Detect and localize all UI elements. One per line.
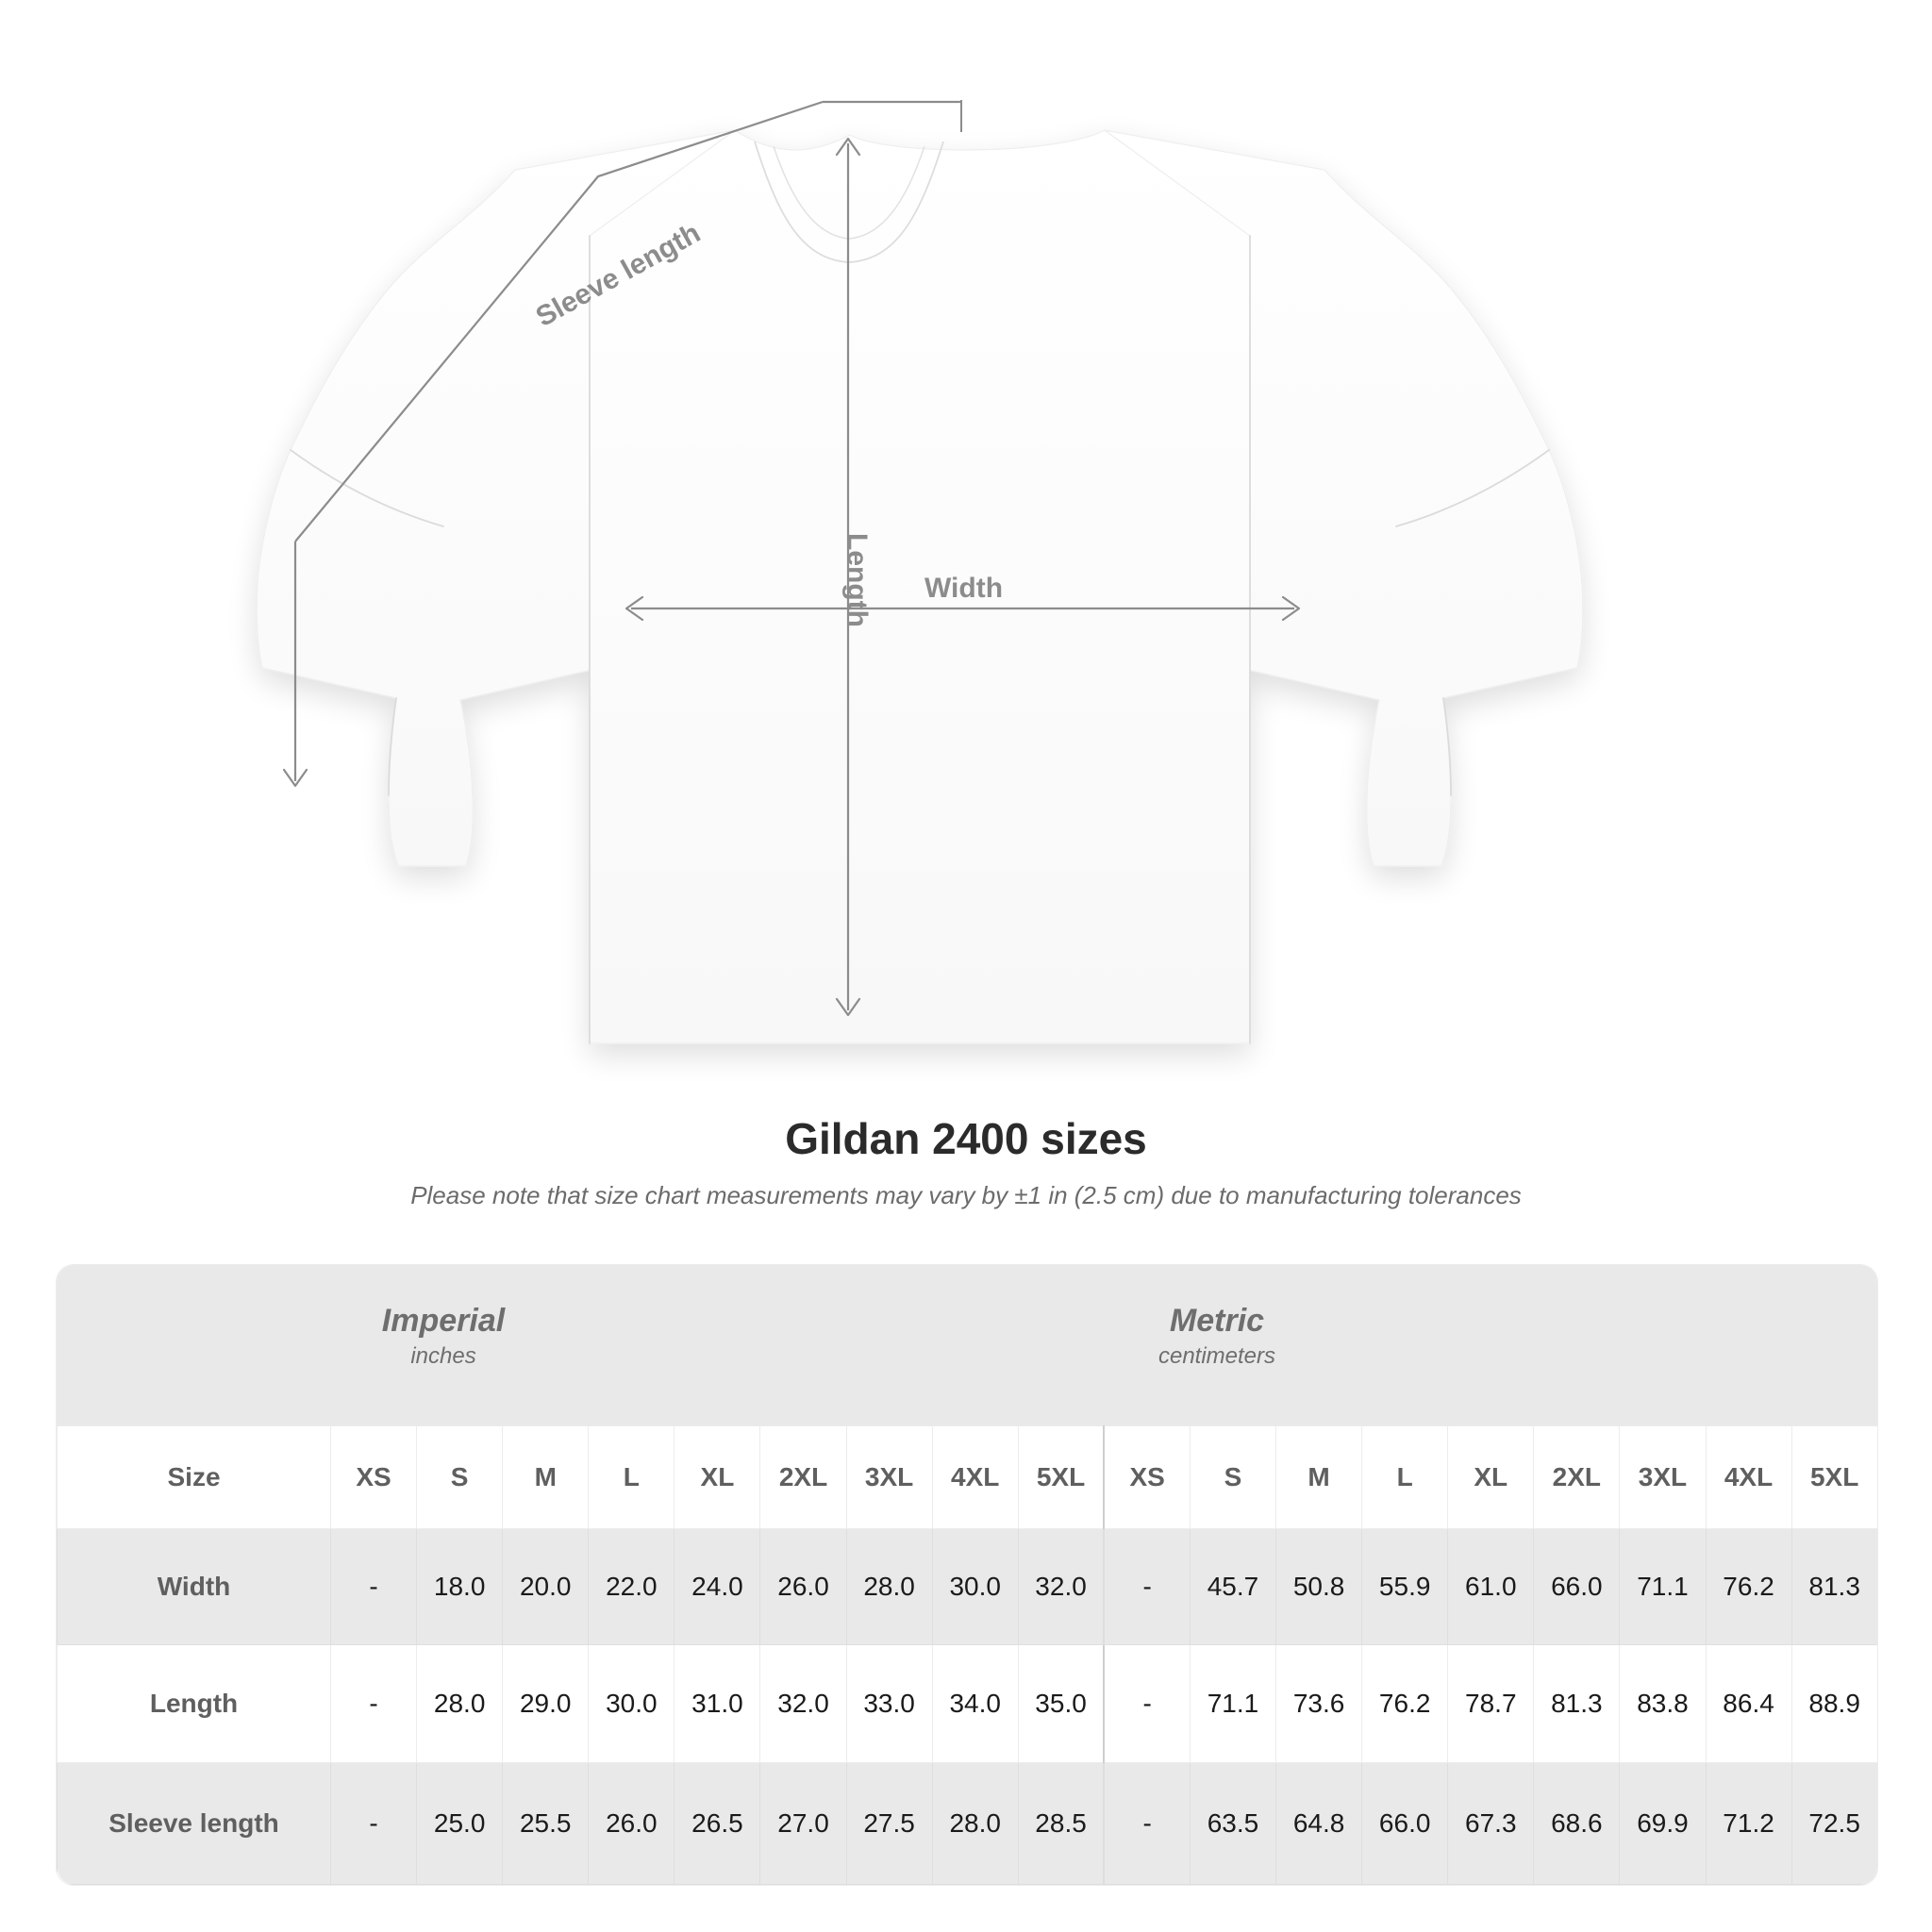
svg-text:Width: Width bbox=[924, 573, 1003, 604]
svg-text:Length: Length bbox=[841, 533, 873, 627]
